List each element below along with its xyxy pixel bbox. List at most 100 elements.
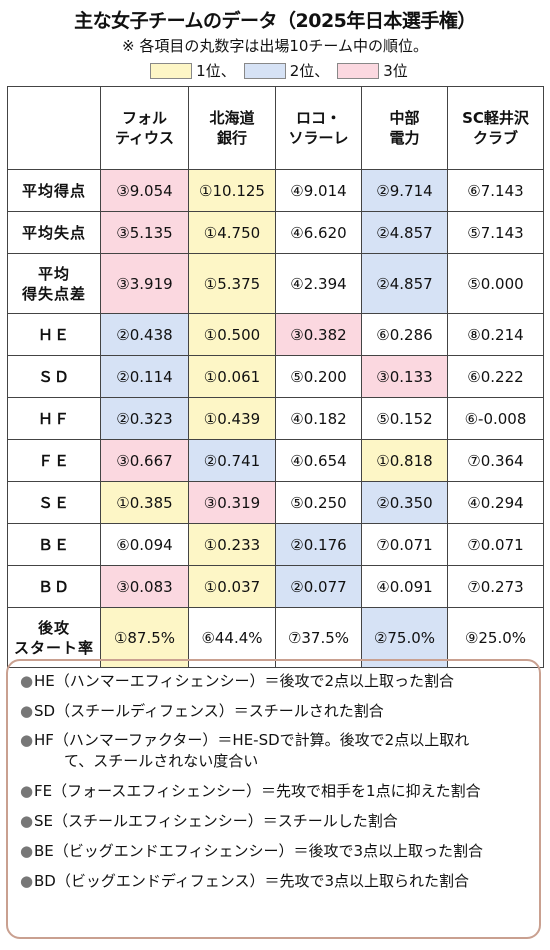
bullet-icon: ● [20,812,34,830]
definition-item: ● BE（ビッグエンドエフィシェンシー）＝後攻で3点以上取った割合 [20,840,531,862]
legend-swatch [243,62,286,79]
legend-swatch [337,62,380,79]
definition-item: ● SE（スチールエフィシェンシー）＝スチールした割合 [20,810,531,832]
legend-label: 2位、 [289,62,330,80]
stat-cell: ③0.667 [100,439,189,482]
stat-cell: ⑦37.5% [275,607,362,668]
row-label: ＨＦ [7,397,101,440]
stat-cell: ①10.125 [188,169,276,212]
table-row: ＢＤ ③0.083 ①0.037 ②0.077 ④0.091 ⑦0.273 [7,565,544,608]
stat-cell: ⑤7.143 [447,211,544,254]
stat-cell: ②0.176 [275,523,362,566]
stat-cell: ④0.091 [361,565,448,608]
stat-cell: ①0.818 [361,439,448,482]
stat-cell: ②0.350 [361,481,448,524]
row-label: ＢＥ [7,523,101,566]
stat-cell: ⑤0.000 [447,253,544,314]
definition-item: ● BD（ビッグエンドディフェンス）＝先攻で3点以上取られた割合 [20,870,531,892]
stat-cell: ⑦0.071 [361,523,448,566]
stat-cell: ②75.0% [361,607,448,668]
stat-cell: ①0.233 [188,523,276,566]
bullet-icon: ● [20,672,34,690]
row-label: 平均 得失点差 [7,253,101,314]
corner-cell [7,86,101,170]
bullet-icon: ● [20,731,34,749]
definition-text: BD（ビッグエンドディフェンス）＝先攻で3点以上取られた割合 [34,872,470,890]
stat-cell: ⑧0.214 [447,313,544,356]
bullet-icon: ● [20,842,34,860]
stat-cell: ①4.750 [188,211,276,254]
stat-cell: ③9.054 [100,169,189,212]
team-header: SC軽井沢 クラブ [447,86,544,170]
definition-text: HE（ハンマーエフィシェンシー）＝後攻で2点以上取った割合 [34,672,455,690]
table-row: ＦＥ ③0.667 ②0.741 ④0.654 ①0.818 ⑦0.364 [7,439,544,482]
legend-label: 1位、 [196,62,236,80]
page-title: 主な女子チームのデータ（2025年日本選手権） [74,10,476,32]
stat-cell: ⑥44.4% [188,607,276,668]
bullet-icon: ● [20,702,34,720]
team-header: フォル ティウス [100,86,189,170]
stat-cell: ⑤0.200 [275,355,362,398]
bullet-icon: ● [20,782,34,800]
table-row: 平均得点 ③9.054 ①10.125 ④9.014 ②9.714 ⑥7.143 [7,169,544,212]
legend-label: 3位 [383,62,408,80]
stat-cell: ①0.500 [188,313,276,356]
stat-cell: ⑤0.152 [361,397,448,440]
definition-text: BE（ビッグエンドエフィシェンシー）＝後攻で3点以上取った割合 [34,842,484,860]
stat-cell: ⑦0.273 [447,565,544,608]
row-label: 平均得点 [7,169,101,212]
definitions-box: ● HE（ハンマーエフィシェンシー）＝後攻で2点以上取った割合 ● SD（スチールディ… [6,659,541,939]
color-legend: 1位、 2位、 3位 [0,60,550,81]
stat-cell: ⑦0.071 [447,523,544,566]
table-header-row: フォル ティウス 北海道 銀行 ロコ・ ソラーレ 中部 電力 SC軽井沢 クラブ [7,86,544,170]
stat-cell: ③3.919 [100,253,189,314]
row-label: ＨＥ [7,313,101,356]
stat-cell: ④6.620 [275,211,362,254]
definition-text: SD（スチールディフェンス）＝スチールされた割合 [34,702,384,720]
stat-cell: ③0.382 [275,313,362,356]
stat-cell: ⑤0.250 [275,481,362,524]
definition-text: HF（ハンマーファクター）＝HE-SDで計算。後攻で2点以上取れ て、スチールさ… [34,731,470,770]
stat-cell: ④0.182 [275,397,362,440]
stat-cell: ①0.439 [188,397,276,440]
row-label: 平均失点 [7,211,101,254]
team-header: 北海道 銀行 [188,86,276,170]
table-row: 後攻 スタート率 ①87.5% ⑥44.4% ⑦37.5% ②75.0% ⑨25.0% [7,607,544,668]
stat-cell: ②0.114 [100,355,189,398]
team-header: ロコ・ ソラーレ [275,86,362,170]
stat-cell: ③5.135 [100,211,189,254]
stat-cell: ④0.294 [447,481,544,524]
stat-cell: ①5.375 [188,253,276,314]
stat-cell: ①0.061 [188,355,276,398]
stat-cell: ②9.714 [361,169,448,212]
stat-cell: ④2.394 [275,253,362,314]
definition-text: SE（スチールエフィシェンシー）＝スチールした割合 [34,812,398,830]
stat-cell: ①0.037 [188,565,276,608]
definition-item: ● HF（ハンマーファクター）＝HE-SDで計算。後攻で2点以上取れ て、スチール… [20,730,531,772]
definition-item: ● SD（スチールディフェンス）＝スチールされた割合 [20,700,531,722]
stat-cell: ②4.857 [361,211,448,254]
table-row: ＨＦ ②0.323 ①0.439 ④0.182 ⑤0.152 ⑥-0.008 [7,397,544,440]
ranking-note: ※ 各項目の丸数字は出場10チーム中の順位。 [122,37,428,55]
team-header: 中部 電力 [361,86,448,170]
legend-swatch [150,62,193,79]
row-label: 後攻 スタート率 [7,607,101,668]
stat-cell: ①0.385 [100,481,189,524]
table-row: 平均失点 ③5.135 ①4.750 ④6.620 ②4.857 ⑤7.143 [7,211,544,254]
stat-cell: ②4.857 [361,253,448,314]
team-data-table: フォル ティウス 北海道 銀行 ロコ・ ソラーレ 中部 電力 SC軽井沢 クラブ 平均得点 ③9.0… [7,86,544,668]
stat-cell: ③0.319 [188,481,276,524]
table-row: ＨＥ ②0.438 ①0.500 ③0.382 ⑥0.286 ⑧0.214 [7,313,544,356]
row-label: ＳＥ [7,481,101,524]
stat-cell: ⑥-0.008 [447,397,544,440]
stat-cell: ⑥0.222 [447,355,544,398]
bullet-icon: ● [20,872,34,890]
stat-cell: ④0.654 [275,439,362,482]
stat-cell: ②0.438 [100,313,189,356]
stat-cell: ⑥0.286 [361,313,448,356]
table-row: 平均 得失点差 ③3.919 ①5.375 ④2.394 ②4.857 ⑤0.000 [7,253,544,314]
stat-cell: ③0.083 [100,565,189,608]
row-label: ＦＥ [7,439,101,482]
stat-cell: ②0.323 [100,397,189,440]
table-row: ＢＥ ⑥0.094 ①0.233 ②0.176 ⑦0.071 ⑦0.071 [7,523,544,566]
